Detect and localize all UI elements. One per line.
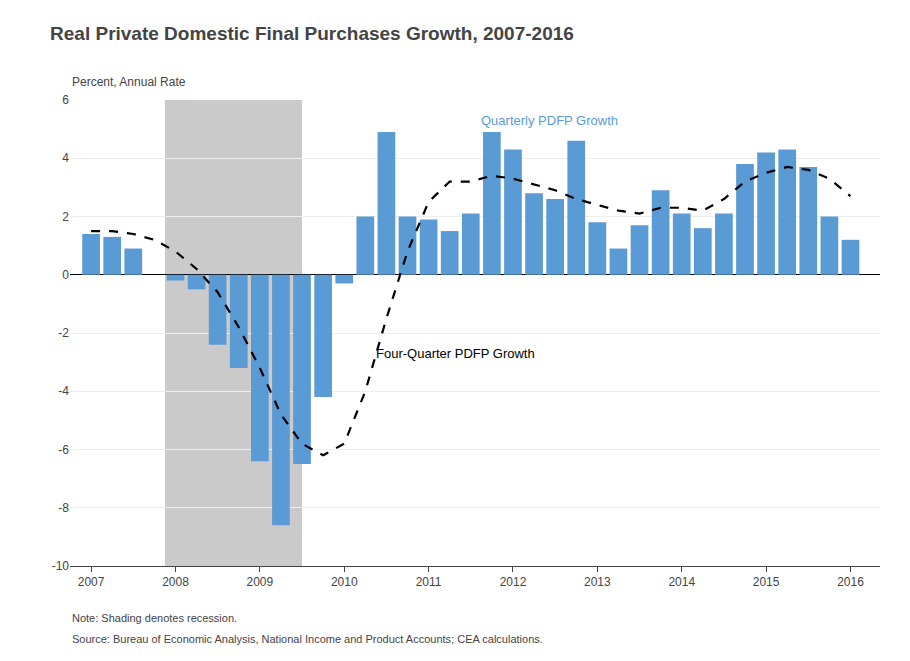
svg-text:0: 0 — [62, 268, 69, 282]
svg-text:Percent, Annual Rate: Percent, Annual Rate — [72, 75, 186, 89]
svg-text:Four-Quarter PDFP Growth: Four-Quarter PDFP Growth — [376, 346, 535, 361]
svg-text:Real Private Domestic Final Pu: Real Private Domestic Final Purchases Gr… — [50, 23, 574, 44]
svg-text:2016: 2016 — [837, 575, 864, 589]
svg-text:2: 2 — [62, 210, 69, 224]
svg-text:Note: Shading denotes recessio: Note: Shading denotes recession. — [72, 612, 237, 624]
svg-text:4: 4 — [62, 151, 69, 165]
svg-text:-8: -8 — [58, 501, 69, 515]
svg-text:2015: 2015 — [753, 575, 780, 589]
svg-text:2013: 2013 — [584, 575, 611, 589]
svg-text:2007: 2007 — [78, 575, 105, 589]
svg-text:-10: -10 — [52, 559, 70, 573]
svg-text:6: 6 — [62, 93, 69, 107]
svg-text:Quarterly PDFP Growth: Quarterly PDFP Growth — [481, 113, 618, 128]
svg-text:2008: 2008 — [162, 575, 189, 589]
svg-text:Source: Bureau of Economic Ana: Source: Bureau of Economic Analysis, Nat… — [72, 633, 543, 645]
svg-text:-6: -6 — [58, 443, 69, 457]
svg-text:2012: 2012 — [500, 575, 527, 589]
svg-text:2009: 2009 — [246, 575, 273, 589]
svg-text:2014: 2014 — [668, 575, 695, 589]
svg-text:-4: -4 — [58, 384, 69, 398]
svg-text:2010: 2010 — [331, 575, 358, 589]
svg-text:-2: -2 — [58, 326, 69, 340]
svg-text:2011: 2011 — [416, 575, 442, 589]
